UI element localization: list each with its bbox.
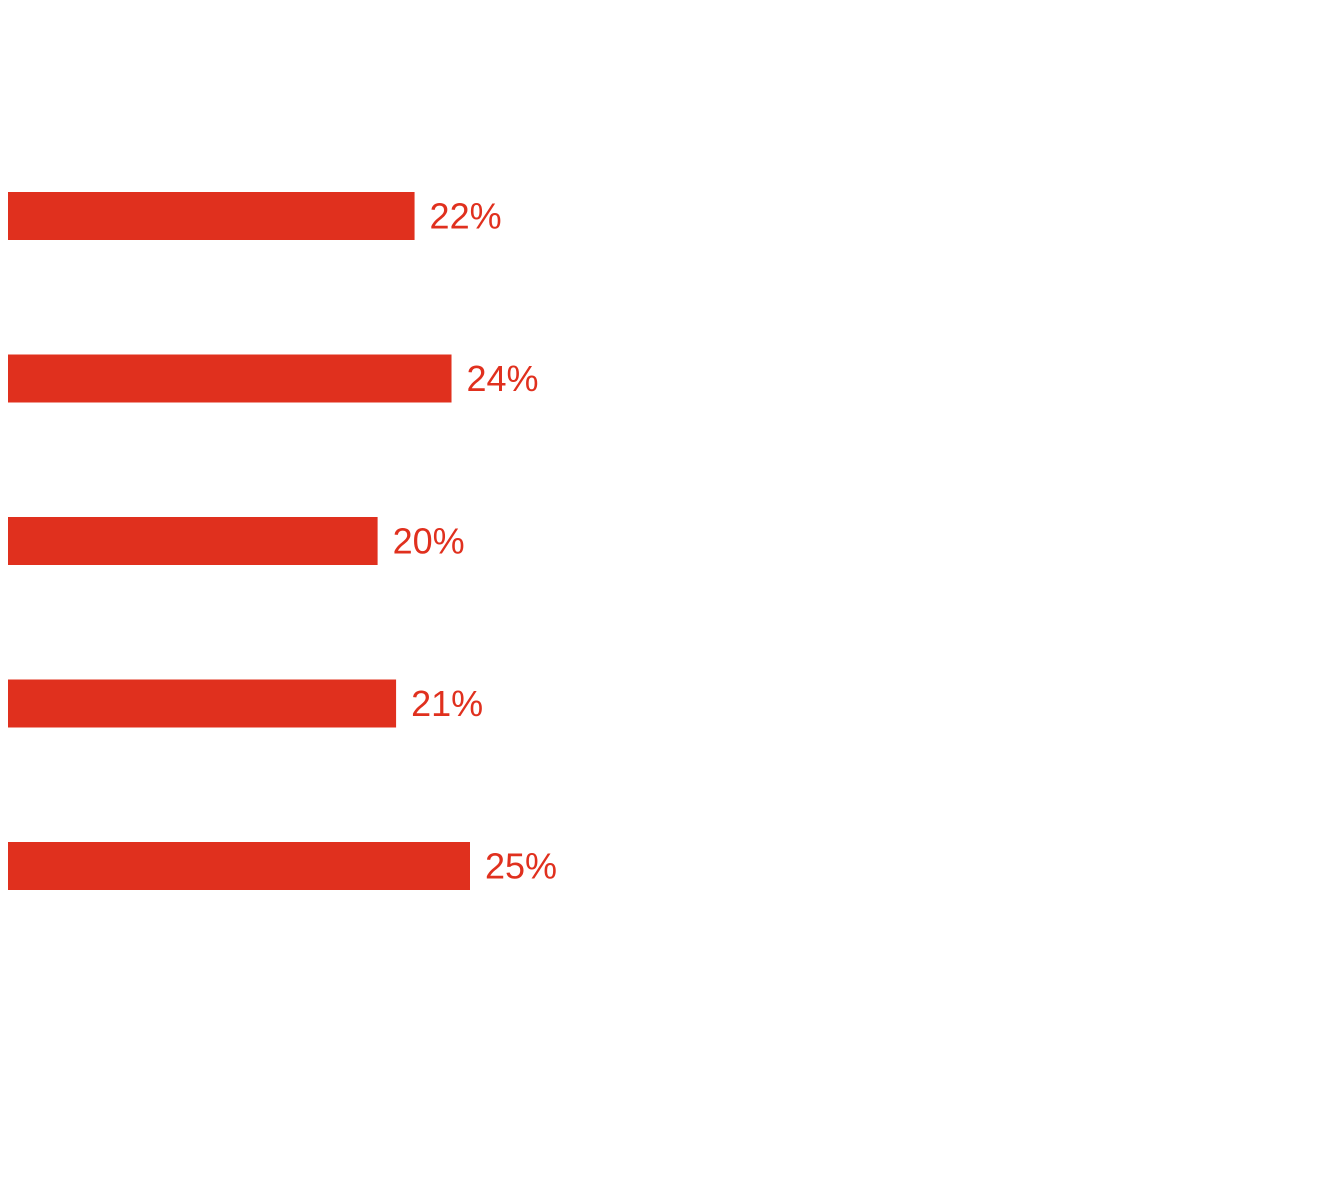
value-labels-layer: 22% 24% 20% 21% 25% [393,196,557,887]
bar-2 [8,354,452,403]
bar-value-label-5: 25% [485,846,557,887]
bar-value-label-3: 20% [393,521,465,562]
bar-1 [8,192,415,240]
bar-value-label-4: 21% [411,683,483,724]
bar-value-label-1: 22% [430,196,502,237]
bar-4 [8,679,397,728]
bars-layer [8,192,470,890]
bar-value-label-2: 24% [467,358,539,399]
bar-5 [8,842,470,890]
bar-3 [8,517,378,565]
